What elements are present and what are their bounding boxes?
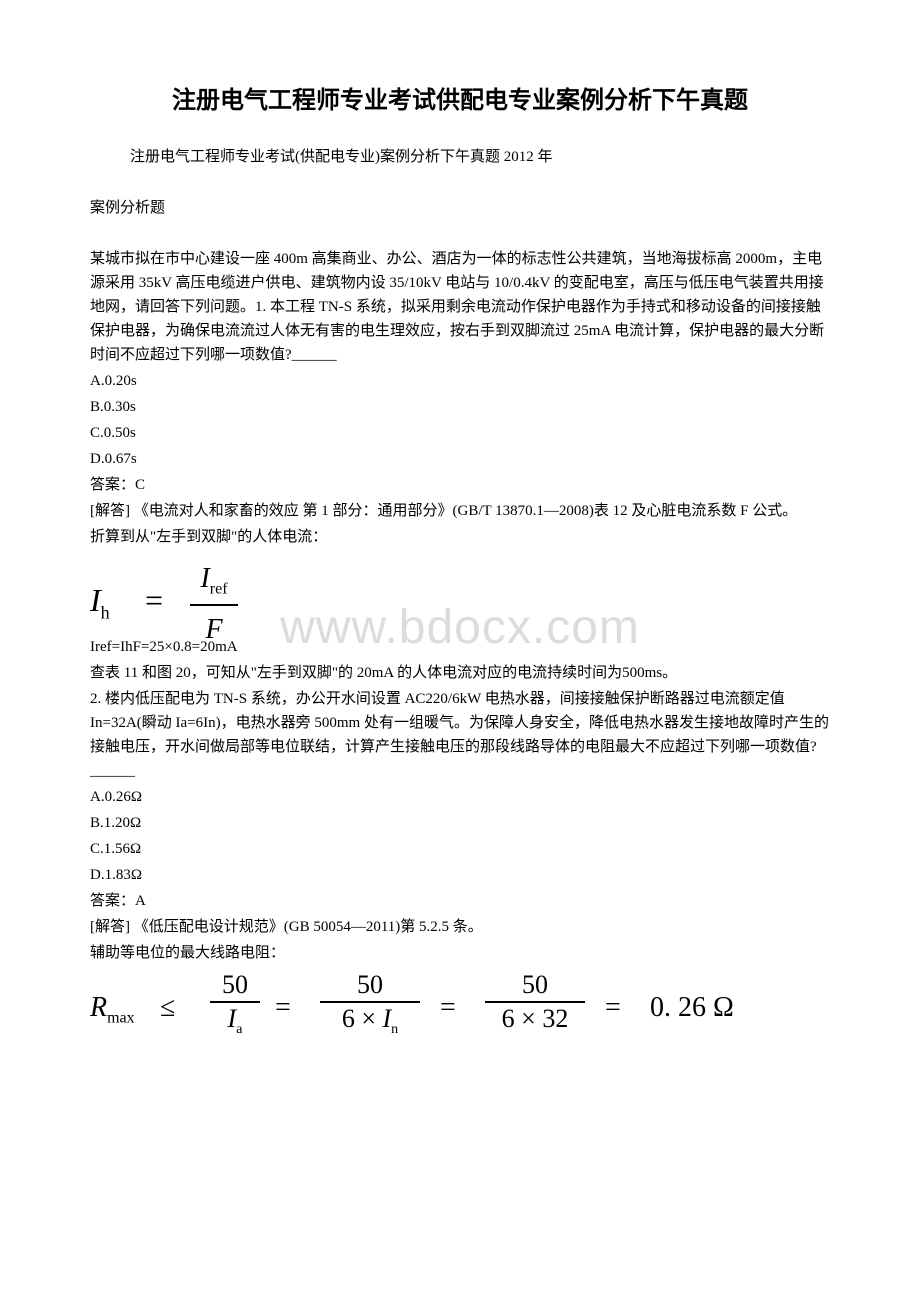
document-title: 注册电气工程师专业考试供配电专业案例分析下午真题: [90, 80, 830, 115]
q2-option-a: A.0.26Ω: [90, 785, 830, 809]
q1-explain-1: [解答] 《电流对人和家畜的效应 第 1 部分：通用部分》(GB/T 13870…: [90, 499, 830, 523]
q1-explain-2: 折算到从"左手到双脚"的人体电流：: [90, 525, 830, 549]
q2-explain-2: 辅助等电位的最大线路电阻：: [90, 941, 830, 965]
question-1: 某城市拟在市中心建设一座 400m 高集商业、办公、酒店为一体的标志性公共建筑，…: [90, 247, 830, 685]
q2-explain-1: [解答] 《低压配电设计规范》(GB 50054—2011)第 5.2.5 条。: [90, 915, 830, 939]
question-2: 2. 楼内低压配电为 TN-S 系统，办公开水间设置 AC220/6kW 电热水…: [90, 687, 830, 1040]
q1-context: 某城市拟在市中心建设一座 400m 高集商业、办公、酒店为一体的标志性公共建筑，…: [90, 247, 830, 367]
q1-option-b: B.0.30s: [90, 395, 830, 419]
q1-option-d: D.0.67s: [90, 447, 830, 471]
q2-answer: 答案：A: [90, 889, 830, 913]
formula-ih: Ih = Iref F: [90, 557, 250, 627]
q2-context: 2. 楼内低压配电为 TN-S 系统，办公开水间设置 AC220/6kW 电热水…: [90, 687, 830, 783]
q1-explain-3: 查表 11 和图 20，可知从"左手到双脚"的 20mA 的人体电流对应的电流持…: [90, 661, 830, 685]
q1-option-a: A.0.20s: [90, 369, 830, 393]
q2-option-b: B.1.20Ω: [90, 811, 830, 835]
formula-rmax: Rmax ≤ 50 Ia = 50 6 × In = 50 6 × 32 = 0…: [90, 970, 810, 1040]
q2-option-d: D.1.83Ω: [90, 863, 830, 887]
section-header: 案例分析题: [90, 196, 830, 217]
document-content: 注册电气工程师专业考试供配电专业案例分析下午真题 注册电气工程师专业考试(供配电…: [90, 80, 830, 1040]
document-subtitle: 注册电气工程师专业考试(供配电专业)案例分析下午真题 2012 年: [130, 145, 830, 166]
q1-option-c: C.0.50s: [90, 421, 830, 445]
q2-option-c: C.1.56Ω: [90, 837, 830, 861]
q1-answer: 答案：C: [90, 473, 830, 497]
